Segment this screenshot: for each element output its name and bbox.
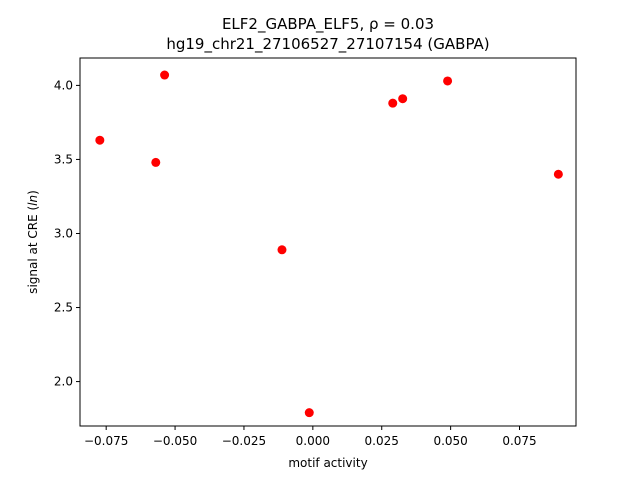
scatter-point (398, 94, 408, 104)
scatter-point (388, 98, 398, 108)
y-axis-label: signal at CRE (ln) (26, 190, 40, 294)
data-points (95, 70, 563, 418)
y-tick-label: 3.5 (54, 152, 73, 166)
y-tick-label: 2.5 (54, 301, 73, 315)
scatter-point (443, 76, 453, 86)
x-tick-label: 0.000 (296, 434, 330, 448)
scatter-point (277, 245, 287, 255)
y-tick-label: 2.0 (54, 375, 73, 389)
scatter-point (553, 169, 563, 179)
x-tick-label: 0.025 (365, 434, 399, 448)
y-tick-label: 4.0 (54, 78, 73, 92)
x-tick-label: −0.050 (153, 434, 197, 448)
y-axis-label-prefix: signal at CRE ( (26, 206, 40, 294)
x-tick-label: −0.075 (84, 434, 128, 448)
chart-title-line1: ELF2_GABPA_ELF5, ρ = 0.03 (222, 15, 434, 34)
chart-title-line2: hg19_chr21_27106527_27107154 (GABPA) (166, 35, 489, 54)
y-axis-label-italic: ln (26, 195, 40, 206)
x-tick-label: −0.025 (222, 434, 266, 448)
y-tick-label: 3.0 (54, 226, 73, 240)
x-tick-label: 0.050 (433, 434, 467, 448)
y-axis-label-suffix: ) (26, 190, 40, 195)
x-tick-label: 0.075 (502, 434, 536, 448)
scatter-point (151, 157, 161, 167)
x-axis-label: motif activity (288, 456, 367, 470)
x-axis-ticks: −0.075 −0.050 −0.025 0.000 0.025 0.050 0.075 (84, 426, 537, 448)
y-axis-ticks: 2.0 2.5 3.0 3.5 4.0 (54, 78, 80, 389)
plot-area-frame (79, 57, 577, 427)
scatter-point (304, 408, 314, 418)
scatter-point (95, 135, 105, 145)
scatter-point (160, 70, 170, 80)
